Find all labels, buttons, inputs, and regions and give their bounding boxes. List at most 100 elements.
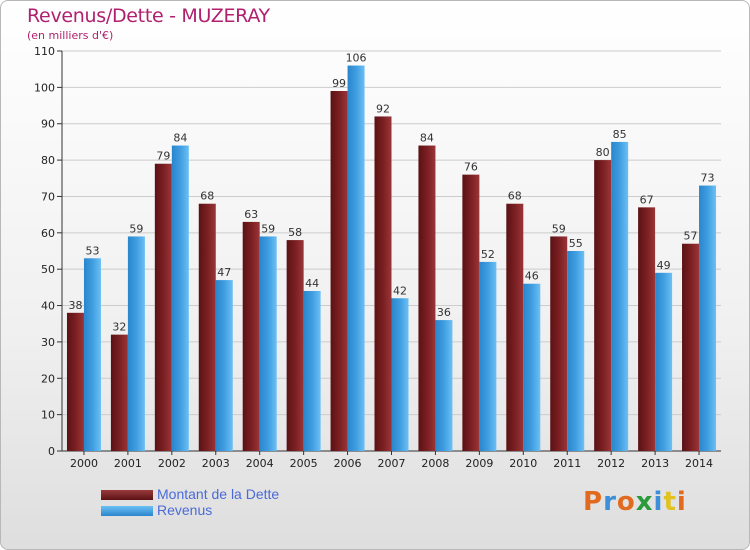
logo-letter: t <box>663 487 677 517</box>
legend-label-revenus: Revenus <box>157 502 213 518</box>
x-tick-label: 2012 <box>597 457 625 470</box>
data-label: 36 <box>437 306 451 319</box>
y-tick-label: 100 <box>34 81 55 94</box>
bar-dette <box>594 160 612 451</box>
data-label: 38 <box>68 299 82 312</box>
chart-subtitle: (en milliers d'€) <box>27 29 114 42</box>
x-tick-label: 2009 <box>465 457 493 470</box>
data-label: 67 <box>640 193 654 206</box>
y-tick-label: 90 <box>41 118 55 131</box>
data-label: 55 <box>569 237 583 250</box>
x-tick-label: 2010 <box>509 457 537 470</box>
data-label: 59 <box>129 222 143 235</box>
y-tick-label: 10 <box>41 409 55 422</box>
data-label: 53 <box>85 244 99 257</box>
data-label: 68 <box>200 190 214 203</box>
data-label: 68 <box>508 190 522 203</box>
legend-label-dette: Montant de la Dette <box>157 486 280 502</box>
bar-revenus <box>699 185 717 451</box>
bar-revenus <box>567 251 585 451</box>
data-label: 42 <box>393 284 407 297</box>
bar-dette <box>198 203 216 451</box>
y-tick-label: 40 <box>41 300 55 313</box>
x-tick-label: 2002 <box>158 457 186 470</box>
y-tick-label: 110 <box>34 45 55 58</box>
logo-letter: o <box>616 487 636 517</box>
data-label: 73 <box>701 172 715 185</box>
bar-revenus <box>171 145 189 451</box>
bar-revenus <box>83 258 101 451</box>
data-label: 85 <box>613 128 627 141</box>
x-tick-label: 2007 <box>378 457 406 470</box>
data-label: 59 <box>552 222 566 235</box>
bar-dette <box>550 236 568 451</box>
data-label: 32 <box>112 321 126 334</box>
y-tick-label: 50 <box>41 263 55 276</box>
bar-dette <box>506 203 524 451</box>
proxiti-logo: Proxiti <box>583 487 687 517</box>
data-label: 84 <box>420 132 434 145</box>
data-label: 58 <box>288 226 302 239</box>
data-label: 84 <box>173 132 187 145</box>
data-label: 49 <box>657 259 671 272</box>
bar-revenus <box>611 141 629 451</box>
data-label: 106 <box>346 52 367 65</box>
x-tick-label: 2005 <box>290 457 318 470</box>
bar-dette <box>330 91 348 451</box>
bar-revenus <box>303 291 321 451</box>
legend-swatch-revenus <box>101 506 153 516</box>
data-label: 92 <box>376 102 390 115</box>
data-label: 44 <box>305 277 319 290</box>
bar-dette <box>154 163 172 451</box>
bar-dette <box>374 116 392 452</box>
bar-dette <box>682 243 700 451</box>
logo-letter: i <box>653 487 664 517</box>
x-tick-label: 2004 <box>246 457 274 470</box>
bar-revenus <box>655 272 673 451</box>
data-label: 63 <box>244 208 258 221</box>
bar-revenus <box>479 261 497 451</box>
data-label: 76 <box>464 161 478 174</box>
bar-dette <box>638 207 656 451</box>
x-tick-label: 2008 <box>421 457 449 470</box>
y-tick-label: 80 <box>41 154 55 167</box>
y-tick-label: 60 <box>41 227 55 240</box>
logo-letter: i <box>676 487 687 517</box>
x-tick-label: 2011 <box>553 457 581 470</box>
bar-dette <box>418 145 436 451</box>
bar-revenus <box>523 283 541 451</box>
bar-revenus <box>347 65 365 451</box>
bar-revenus <box>391 298 409 451</box>
y-tick-label: 30 <box>41 336 55 349</box>
y-tick-label: 70 <box>41 190 55 203</box>
data-label: 79 <box>156 150 170 163</box>
bar-dette <box>462 174 480 452</box>
data-label: 57 <box>684 230 698 243</box>
bar-revenus <box>215 280 233 451</box>
y-tick-label: 0 <box>48 445 55 458</box>
bar-revenus <box>259 236 277 451</box>
x-tick-label: 2014 <box>685 457 713 470</box>
y-tick-label: 20 <box>41 372 55 385</box>
bar-dette <box>286 240 304 451</box>
data-label: 59 <box>261 222 275 235</box>
logo-letter: r <box>603 487 617 517</box>
data-label: 46 <box>525 270 539 283</box>
data-label: 80 <box>596 146 610 159</box>
x-tick-label: 2000 <box>70 457 98 470</box>
data-label: 47 <box>217 266 231 279</box>
data-label: 99 <box>332 77 346 90</box>
x-tick-label: 2006 <box>334 457 362 470</box>
bar-revenus <box>435 320 453 451</box>
legend-swatch-dette <box>101 490 153 500</box>
bar-dette <box>110 334 128 451</box>
chart-title: Revenus/Dette - MUZERAY <box>27 5 270 27</box>
x-tick-label: 2001 <box>114 457 142 470</box>
data-label: 52 <box>481 248 495 261</box>
x-tick-label: 2003 <box>202 457 230 470</box>
bar-dette <box>66 312 84 451</box>
x-tick-label: 2013 <box>641 457 669 470</box>
logo-letter: P <box>583 487 604 517</box>
